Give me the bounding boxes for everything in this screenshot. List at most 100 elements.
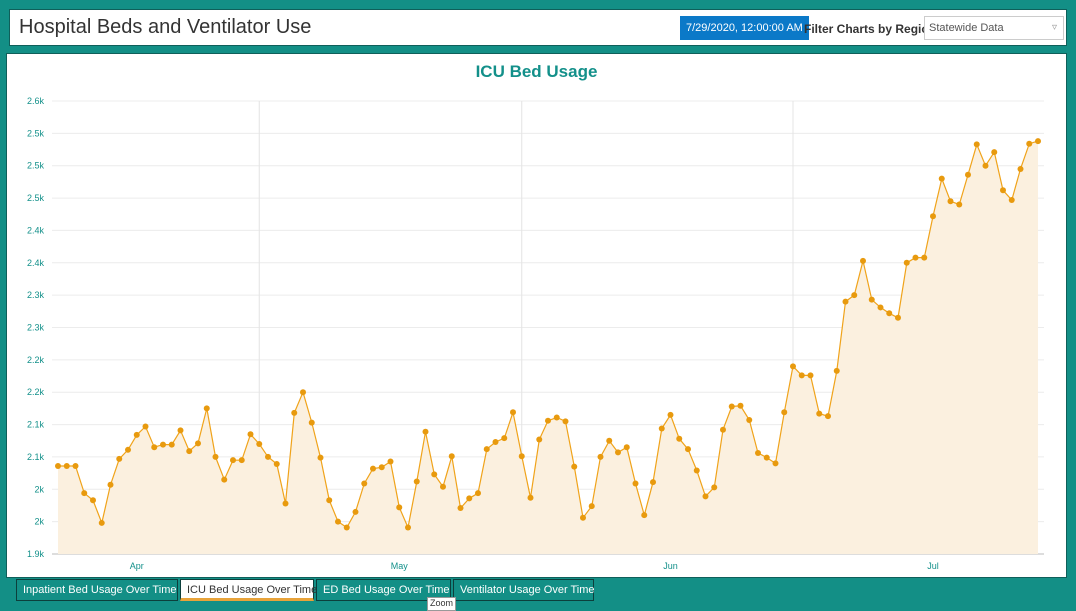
data-point <box>203 405 210 412</box>
data-point <box>676 435 683 442</box>
data-point <box>956 201 963 208</box>
data-point <box>597 453 604 460</box>
date-display[interactable]: 7/29/2020, 12:00:00 AM <box>680 16 809 40</box>
app-title: Hospital Beds and Ventilator Use <box>19 16 312 38</box>
data-point <box>938 175 945 182</box>
data-point <box>63 462 70 469</box>
data-point <box>536 436 543 443</box>
x-tick-label: Jun <box>663 561 678 571</box>
icu-bed-usage-chart[interactable]: 1.9k 2k 2k 2.1k 2.1k 2.2k 2.2k 2.3k 2.3k 2.4k 2.4k… <box>7 54 1066 577</box>
data-point <box>518 453 525 460</box>
data-point <box>317 454 324 461</box>
data-point <box>711 484 718 491</box>
data-point <box>133 431 140 438</box>
y-tick-label: 2.1k <box>27 452 45 462</box>
data-point <box>851 292 858 299</box>
data-point <box>326 497 333 504</box>
y-tick-label: 1.9k <box>27 549 45 559</box>
data-point <box>790 363 796 370</box>
data-point <box>973 141 980 148</box>
data-point <box>615 449 621 456</box>
data-point <box>291 409 298 416</box>
data-point <box>343 524 350 531</box>
data-point <box>1000 187 1006 194</box>
data-point <box>81 490 88 497</box>
data-point <box>606 437 613 444</box>
data-point <box>413 478 420 485</box>
data-point <box>833 367 840 374</box>
data-point <box>720 426 726 433</box>
data-point <box>116 455 123 462</box>
data-point <box>405 524 411 531</box>
tab-ventilator-usage[interactable]: Ventilator Usage Over Time <box>453 579 595 601</box>
data-point <box>265 453 271 460</box>
chart-title: ICU Bed Usage <box>475 62 598 81</box>
data-point <box>553 414 560 421</box>
data-point <box>562 418 569 425</box>
data-point <box>177 427 184 434</box>
data-point <box>580 514 586 521</box>
y-tick-label: 2.1k <box>27 420 45 430</box>
data-point <box>230 457 236 464</box>
area-fill <box>58 141 1038 554</box>
data-point <box>737 402 744 409</box>
data-point <box>475 490 481 497</box>
data-point <box>440 483 446 490</box>
data-point <box>448 453 455 460</box>
data-point <box>107 481 114 488</box>
zoom-tooltip: Zoom <box>427 597 457 611</box>
data-point <box>816 410 823 417</box>
data-point <box>238 457 245 464</box>
tab-icu-bed-usage[interactable]: ICU Bed Usage Over Time <box>180 579 317 601</box>
y-tick-label: 2.4k <box>27 225 45 235</box>
data-point <box>483 446 490 453</box>
data-point <box>571 463 578 470</box>
data-point <box>55 462 61 469</box>
data-point <box>168 441 175 448</box>
data-point <box>772 460 779 467</box>
x-tick-label: Apr <box>130 561 144 571</box>
data-point <box>1017 165 1024 172</box>
data-point <box>151 444 158 451</box>
data-point <box>422 428 429 435</box>
data-point <box>1008 197 1015 204</box>
data-point <box>1026 140 1033 147</box>
y-tick-label: 2k <box>34 484 44 494</box>
x-tick-label: Jul <box>927 561 939 571</box>
header-bar: Hospital Beds and Ventilator Use 7/29/20… <box>9 9 1067 46</box>
data-point <box>431 471 438 478</box>
data-point <box>125 446 131 453</box>
data-point <box>1035 138 1041 145</box>
data-point <box>72 462 79 469</box>
tab-inpatient-bed-usage[interactable]: Inpatient Bed Usage Over Time <box>16 579 178 601</box>
region-select[interactable]: Statewide Data ▿ <box>924 16 1064 40</box>
data-point <box>842 298 849 305</box>
data-point <box>370 465 376 472</box>
data-point <box>886 310 893 317</box>
x-tick-label: May <box>391 561 409 571</box>
data-point <box>335 518 341 525</box>
data-point <box>588 503 595 510</box>
data-point <box>728 403 735 410</box>
data-point <box>807 372 814 379</box>
data-point <box>763 454 770 461</box>
y-tick-label: 2.5k <box>27 161 45 171</box>
y-tick-label: 2.3k <box>27 323 45 333</box>
data-point <box>965 171 971 178</box>
data-point <box>142 423 149 430</box>
data-point <box>308 419 315 426</box>
data-point <box>921 254 928 261</box>
data-point <box>667 411 674 418</box>
data-point <box>492 439 499 446</box>
data-point <box>282 500 289 507</box>
data-point <box>466 495 473 502</box>
y-tick-label: 2.3k <box>27 290 45 300</box>
data-point <box>273 461 280 468</box>
data-point <box>212 453 219 460</box>
data-point <box>186 448 193 455</box>
data-point <box>501 435 508 442</box>
data-point <box>991 149 998 156</box>
data-point <box>781 409 788 416</box>
tab-ed-bed-usage[interactable]: ED Bed Usage Over Time <box>316 579 451 601</box>
data-point <box>160 441 166 448</box>
